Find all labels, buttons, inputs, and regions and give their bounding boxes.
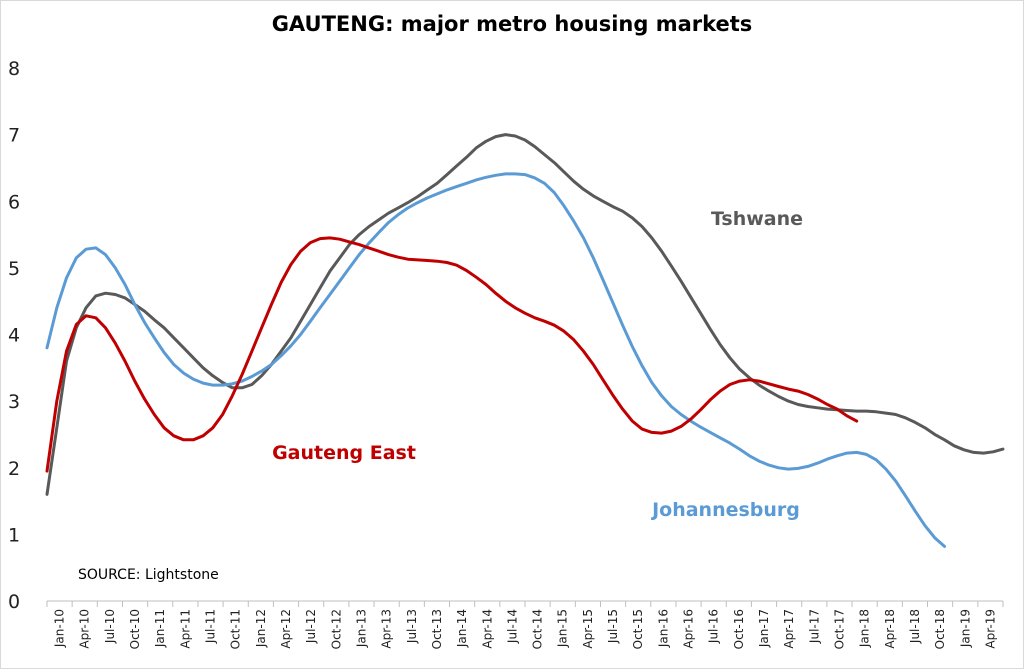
y-tick-label: 5 xyxy=(8,258,20,280)
y-tick-label: 8 xyxy=(8,58,20,80)
x-tick-label: Jul-14 xyxy=(505,609,519,644)
y-tick-label: 6 xyxy=(8,191,20,213)
y-tick-label: 2 xyxy=(8,458,20,480)
y-tick-label: 0 xyxy=(8,591,20,613)
series-label-johannesburg: Johannesburg xyxy=(650,499,800,521)
y-tick-label: 4 xyxy=(8,325,20,347)
x-tick-label: Apr-11 xyxy=(178,609,192,649)
x-tick-label: Apr-13 xyxy=(380,609,394,649)
x-tick-label: Jul-15 xyxy=(606,609,620,644)
x-tick-label: Jul-17 xyxy=(807,609,821,644)
x-tick-label: Jul-16 xyxy=(707,609,721,644)
series-lines xyxy=(45,133,1005,548)
x-tick-label: Jan-16 xyxy=(656,609,670,648)
x-tick-label: Jan-19 xyxy=(958,609,972,648)
x-tick-label: Oct-13 xyxy=(430,609,444,649)
y-axis-ticks: 0 1 2 3 4 5 6 7 8 xyxy=(8,58,20,613)
x-tick-label: Jul-12 xyxy=(304,609,318,644)
x-tick-label: Jan-10 xyxy=(53,609,67,648)
x-tick-label: Jan-14 xyxy=(455,609,469,648)
x-tick-label: Oct-10 xyxy=(128,609,142,649)
x-tick-label: Oct-14 xyxy=(531,609,545,649)
x-tick-label: Apr-15 xyxy=(581,609,595,649)
x-tick-label: Jan-18 xyxy=(858,609,872,648)
x-tick-label: Jul-11 xyxy=(204,609,218,644)
x-tick-label: Oct-15 xyxy=(631,609,645,649)
series-label-gauteng-east: Gauteng East xyxy=(272,442,416,464)
chart-title: GAUTENG: major metro housing markets xyxy=(271,12,753,36)
x-tick-label: Apr-10 xyxy=(78,609,92,649)
x-tick-label: Oct-16 xyxy=(732,609,746,649)
x-tick-label: Jan-12 xyxy=(254,609,268,648)
x-tick-label: Apr-14 xyxy=(480,609,494,649)
x-tick-label: Jan-15 xyxy=(556,609,570,648)
x-tick-label: Jul-10 xyxy=(103,609,117,644)
y-tick-label: 7 xyxy=(8,125,20,147)
x-tick-label: Apr-12 xyxy=(279,609,293,649)
series-line-tshwane xyxy=(45,133,1005,496)
x-tick-label: Oct-17 xyxy=(832,609,846,649)
y-tick-label: 1 xyxy=(8,524,20,546)
x-axis: Jan-10 Apr-10 Jul-10 Oct-10 Jan-11 Apr-11 Jul-… xyxy=(46,600,1004,649)
x-tick-label: Apr-18 xyxy=(883,609,897,649)
series-label-tshwane: Tshwane xyxy=(711,208,803,230)
series-labels: Tshwane Johannesburg Gauteng East xyxy=(272,208,803,521)
series-line-gauteng-east xyxy=(45,236,859,473)
y-tick-label: 3 xyxy=(8,391,20,413)
x-tick-label: Jan-11 xyxy=(153,609,167,648)
x-tick-label: Oct-18 xyxy=(933,609,947,649)
x-tick-label: Jul-18 xyxy=(908,609,922,644)
x-tick-label: Apr-16 xyxy=(682,609,696,649)
x-tick-label: Jan-17 xyxy=(757,609,771,648)
x-tick-label: Jul-13 xyxy=(405,609,419,644)
source-note: SOURCE: Lightstone xyxy=(78,567,219,583)
x-tick-label: Apr-19 xyxy=(983,609,997,649)
x-tick-label: Oct-11 xyxy=(229,609,243,649)
x-tick-label: Jan-13 xyxy=(354,609,368,648)
series-line-johannesburg xyxy=(45,172,946,548)
x-tick-label: Apr-17 xyxy=(782,609,796,649)
x-tick-label: Oct-12 xyxy=(329,609,343,649)
